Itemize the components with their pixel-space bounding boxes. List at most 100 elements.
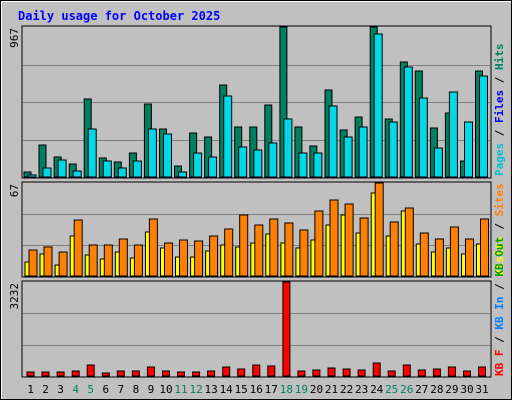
bar-pages-day-26 (403, 66, 413, 178)
x-label-day-7: 7 (117, 383, 124, 396)
bar-sites-day-25 (389, 221, 399, 277)
x-label-day-25: 25 (385, 383, 398, 396)
bar-pages-day-3 (57, 159, 67, 178)
bar-sites-day-5 (88, 244, 98, 277)
bar-kb-f-day-27 (417, 369, 426, 377)
bar-pages-day-21 (328, 105, 338, 178)
bar-kb-f-day-6 (101, 372, 110, 377)
x-label-day-30: 30 (460, 383, 473, 396)
bar-kb-f-day-5 (86, 364, 95, 377)
x-label-day-24: 24 (370, 383, 384, 396)
panel-hits-max-label: 967 (8, 28, 21, 48)
bar-kb-f-day-20 (312, 369, 321, 377)
x-label-day-18: 18 (280, 383, 293, 396)
bar-pages-day-13 (208, 156, 218, 178)
bar-kb-f-day-29 (447, 366, 456, 377)
bar-pages-day-16 (253, 149, 263, 178)
x-axis-labels: 1 2 3 4 5 6 7 8 9 10 11 12 13 14 15 16 17 18 19 20 21 22 23 24 2… (27, 383, 488, 396)
bar-sites-day-4 (73, 219, 83, 277)
bar-sites-day-24 (374, 182, 384, 277)
legend-item-visits: Visits (493, 236, 506, 276)
bar-kb-f-day-23 (357, 369, 366, 377)
bar-sites-day-31 (480, 218, 489, 277)
bar-kb-f-day-10 (162, 370, 170, 377)
legend-separator: / (493, 277, 506, 297)
bar-sites-day-12 (194, 240, 204, 277)
panel-kbytes-max-label: 3232 (8, 283, 21, 310)
bar-sites-day-16 (254, 224, 264, 277)
bar-sites-day-29 (449, 226, 459, 277)
x-label-day-19: 19 (295, 383, 308, 396)
bar-sites-day-21 (329, 199, 339, 277)
x-label-day-28: 28 (430, 383, 443, 396)
bar-sites-day-7 (118, 238, 128, 277)
bar-pages-day-28 (433, 147, 443, 178)
bar-sites-day-28 (434, 238, 444, 277)
legend-item-kb-out: KB Out (493, 237, 506, 277)
x-label-day-15: 15 (235, 383, 248, 396)
bar-sites-day-18 (284, 222, 294, 277)
bar-pages-day-5 (87, 128, 97, 178)
bars-layer (23, 26, 489, 377)
bar-sites-day-15 (239, 214, 249, 277)
x-label-day-14: 14 (220, 383, 234, 396)
x-label-day-26: 26 (400, 383, 413, 396)
x-label-day-29: 29 (445, 383, 458, 396)
legend-visits-sites: Visits / Sites (493, 183, 506, 276)
bar-kb-f-day-7 (116, 370, 125, 377)
legend-item-pages: Pages (493, 143, 506, 176)
chart-title: Daily usage for October 2025 (18, 9, 220, 23)
bar-sites-day-14 (224, 228, 234, 277)
bar-pages-day-7 (117, 167, 127, 178)
bar-kb-f-day-22 (342, 368, 351, 377)
bar-pages-day-23 (358, 126, 368, 178)
legend-item-files: Files (493, 90, 506, 123)
x-label-day-11: 11 (174, 383, 187, 396)
bar-sites-day-17 (269, 218, 279, 277)
bar-sites-day-22 (344, 203, 354, 277)
x-label-day-31: 31 (475, 383, 488, 396)
bar-pages-day-27 (418, 97, 428, 178)
bar-kb-f-day-17 (267, 365, 276, 377)
bar-sites-day-27 (419, 232, 429, 277)
bar-kb-f-day-19 (297, 370, 306, 377)
bar-sites-day-26 (404, 207, 414, 277)
bar-sites-day-3 (58, 251, 68, 277)
bar-pages-day-25 (388, 121, 398, 178)
bar-pages-day-24 (373, 33, 383, 178)
x-label-day-17: 17 (265, 383, 278, 396)
bar-pages-day-2 (42, 167, 52, 178)
bar-pages-day-20 (313, 152, 323, 178)
bar-sites-day-2 (43, 246, 53, 277)
bar-kb-f-day-11 (177, 371, 185, 377)
x-label-day-16: 16 (250, 383, 263, 396)
bar-pages-day-14 (223, 95, 233, 178)
panel-kbytes-background (21, 280, 492, 378)
bar-pages-day-9 (147, 128, 157, 178)
legend-hits-files-pages: Pages / Files / Hits (493, 44, 506, 177)
bar-kb-f-day-21 (327, 367, 336, 377)
bar-pages-day-30 (464, 121, 473, 178)
bar-pages-day-4 (72, 170, 82, 178)
bar-pages-day-15 (238, 146, 248, 178)
x-label-day-1: 1 (27, 383, 34, 396)
bar-sites-day-23 (359, 217, 369, 277)
legend-separator: / (493, 70, 506, 90)
x-label-day-6: 6 (102, 383, 109, 396)
x-label-day-5: 5 (87, 383, 94, 396)
bar-kb-f-day-28 (432, 368, 441, 377)
bar-kb-f-day-26 (402, 364, 411, 377)
bar-sites-day-10 (164, 242, 173, 277)
bar-pages-day-10 (163, 133, 172, 178)
bar-kb-f-day-30 (463, 370, 471, 377)
bar-kb-f-day-2 (41, 371, 50, 377)
x-label-day-2: 2 (42, 383, 49, 396)
bar-sites-day-13 (209, 235, 219, 277)
bar-kb-f-day-8 (131, 370, 140, 377)
bar-pages-day-12 (193, 152, 203, 178)
legend-separator: / (493, 123, 506, 143)
bar-pages-day-29 (448, 91, 458, 178)
bar-pages-day-1 (27, 174, 37, 178)
bar-pages-day-19 (298, 152, 308, 178)
